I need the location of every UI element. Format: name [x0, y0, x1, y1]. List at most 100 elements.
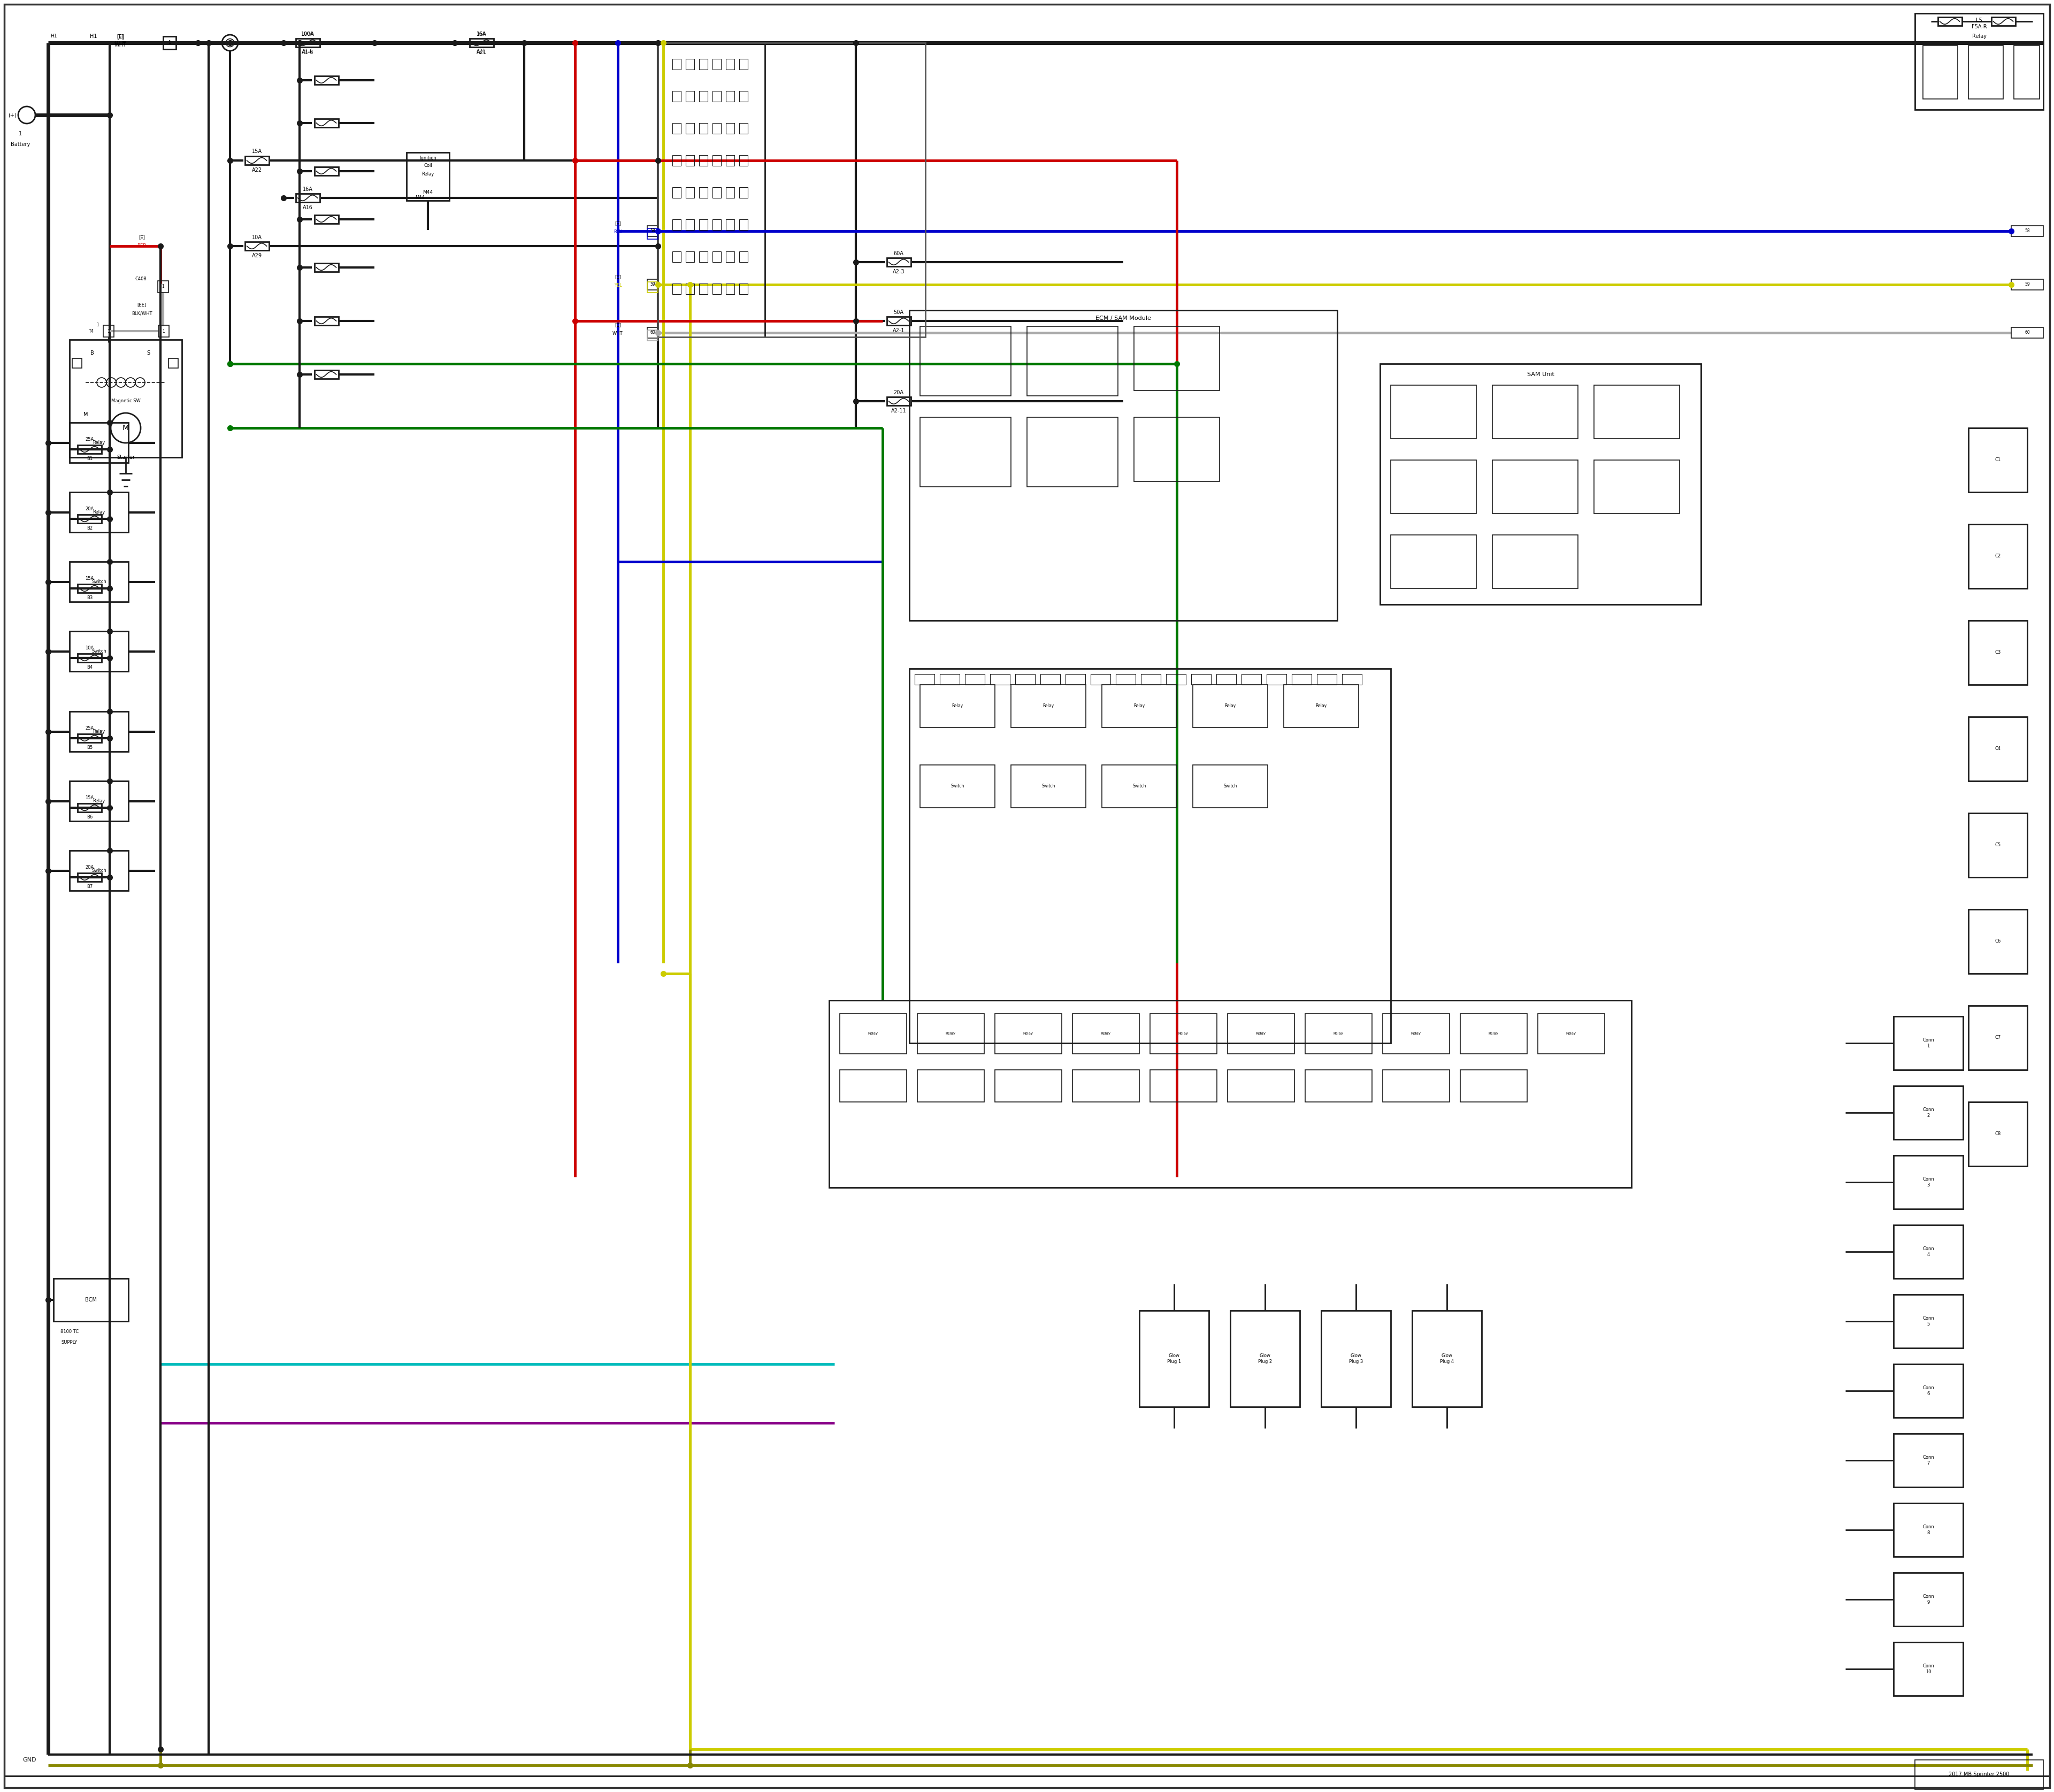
Bar	[2013, 45, 2040, 99]
Text: C408: C408	[136, 276, 146, 281]
Bar	[725, 156, 735, 167]
Text: B1: B1	[86, 457, 92, 461]
Bar	[1317, 674, 1337, 685]
Text: M: M	[123, 425, 129, 432]
Text: 15A: 15A	[253, 149, 261, 154]
Bar	[830, 1000, 1631, 1188]
Text: Conn
7: Conn 7	[1923, 1455, 1935, 1466]
Bar	[840, 1070, 906, 1102]
Text: WHT: WHT	[115, 41, 125, 47]
Bar	[1391, 385, 1477, 439]
Text: Conn
1: Conn 1	[1923, 1038, 1935, 1048]
Text: 59: 59	[2025, 281, 2029, 287]
Text: Glow
Plug 3: Glow Plug 3	[1349, 1353, 1364, 1364]
Bar	[725, 283, 735, 294]
Text: 60: 60	[649, 330, 655, 335]
Bar	[1460, 1014, 1526, 1054]
Bar	[1968, 909, 2027, 973]
Bar	[314, 317, 339, 324]
Bar	[78, 735, 101, 742]
Bar	[1267, 674, 1286, 685]
Text: 1: 1	[107, 328, 109, 333]
Text: 25A: 25A	[86, 726, 94, 731]
Bar	[713, 283, 721, 294]
Text: A22: A22	[253, 167, 261, 172]
Bar	[1894, 1573, 1964, 1625]
Bar	[1341, 674, 1362, 685]
Text: Switch: Switch	[1224, 783, 1237, 788]
Text: S: S	[146, 351, 150, 357]
Text: Magnetic SW: Magnetic SW	[111, 400, 140, 403]
Bar	[1894, 1016, 1964, 1070]
Text: Relay: Relay	[92, 799, 105, 803]
Bar	[1493, 461, 1577, 514]
Bar	[296, 194, 320, 202]
Text: (+): (+)	[8, 113, 16, 118]
Bar	[647, 328, 657, 339]
Text: Switch: Switch	[92, 649, 107, 654]
Bar	[1968, 717, 2027, 781]
Text: H1: H1	[90, 34, 97, 39]
Bar	[162, 36, 177, 48]
Bar	[918, 1070, 984, 1102]
Text: L5: L5	[1976, 18, 1982, 23]
Text: A2-3: A2-3	[893, 269, 904, 274]
Bar	[698, 283, 709, 294]
Text: BLU: BLU	[614, 229, 622, 235]
Text: 25A: 25A	[86, 437, 94, 443]
Bar	[1167, 674, 1185, 685]
Bar	[1594, 461, 1680, 514]
Text: B4: B4	[86, 665, 92, 670]
Text: [EE]: [EE]	[138, 303, 146, 306]
Bar	[1380, 364, 1701, 604]
Bar	[70, 851, 127, 891]
Bar	[1150, 1014, 1216, 1054]
Bar	[1304, 1014, 1372, 1054]
Bar	[1150, 1070, 1216, 1102]
Bar	[1968, 1005, 2027, 1070]
Bar	[1011, 685, 1087, 728]
Bar	[657, 43, 926, 337]
Bar	[647, 280, 657, 290]
Bar	[1193, 765, 1267, 808]
Bar	[672, 91, 682, 102]
Bar	[686, 186, 694, 197]
Text: Switch: Switch	[92, 579, 107, 584]
Bar	[686, 124, 694, 134]
Text: Switch: Switch	[1041, 783, 1056, 788]
Text: 10A: 10A	[253, 235, 261, 240]
Text: 60A: 60A	[893, 251, 904, 256]
Bar	[725, 251, 735, 262]
Text: Relay: Relay	[421, 172, 433, 176]
Bar	[70, 631, 127, 672]
Bar	[672, 156, 682, 167]
Text: A2-1: A2-1	[893, 328, 904, 333]
Bar	[470, 38, 493, 47]
Text: Conn
5: Conn 5	[1923, 1315, 1935, 1326]
Text: RED: RED	[138, 244, 146, 249]
Bar	[1228, 1014, 1294, 1054]
Text: Coil: Coil	[423, 163, 431, 168]
Text: 8100 TC: 8100 TC	[60, 1330, 78, 1335]
Bar	[713, 219, 721, 229]
Text: 1: 1	[18, 131, 23, 136]
Text: Starter: Starter	[117, 455, 136, 461]
Bar	[70, 711, 127, 751]
Bar	[887, 396, 910, 405]
Bar	[314, 75, 339, 84]
Text: A2-11: A2-11	[891, 409, 906, 414]
Bar	[70, 561, 127, 602]
Bar	[314, 118, 339, 127]
Bar	[1894, 1156, 1964, 1210]
Bar	[918, 1014, 984, 1054]
Bar	[1241, 674, 1261, 685]
Bar	[1072, 1014, 1140, 1054]
Bar	[965, 674, 984, 685]
Text: [E]: [E]	[117, 34, 123, 39]
Bar	[1066, 674, 1085, 685]
Text: Glow
Plug 2: Glow Plug 2	[1257, 1353, 1271, 1364]
Bar	[314, 263, 339, 272]
Text: 15A: 15A	[86, 796, 94, 801]
Bar	[672, 186, 682, 197]
Text: Relay: Relay	[1489, 1032, 1499, 1036]
